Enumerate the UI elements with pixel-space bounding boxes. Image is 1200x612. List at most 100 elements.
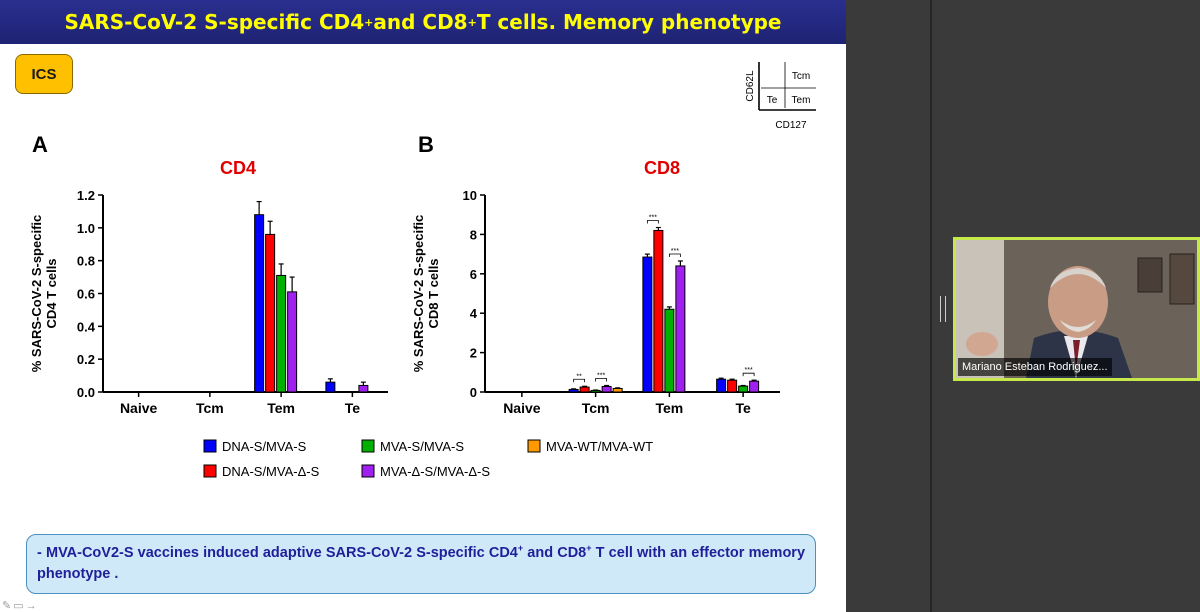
wall-picture: [1137, 257, 1163, 293]
gate-key-tcm: Tcm: [792, 71, 810, 82]
significance-label: **: [576, 373, 582, 380]
y-axis-label-line-2: CD4 T cells: [44, 258, 59, 328]
bar: [653, 229, 664, 393]
speaker-hair: [1050, 268, 1106, 288]
speaker-hand: [966, 332, 998, 356]
title-part-2: and CD8: [373, 10, 468, 34]
gate-key-tem: Tem: [792, 95, 811, 106]
significance-bracket: [573, 378, 586, 383]
title-sup-2: +: [467, 15, 477, 29]
x-tick-label: Te: [345, 400, 361, 416]
chart-legend: DNA-S/MVA-S MVA-S/MVA-S MVA-WT/MVA-WT DNA-S…: [203, 439, 653, 479]
legend-label: DNA-S/MVA-S: [222, 439, 307, 454]
significance-bracket: [668, 253, 681, 257]
y-tick-label: 1.0: [77, 221, 95, 236]
significance-bracket: [595, 378, 608, 382]
presentation-slide: SARS-CoV-2 S-specific CD4 + and CD8 + T ce…: [0, 0, 846, 612]
y-tick-label: 0.2: [77, 352, 95, 367]
y-tick-label: 0.4: [77, 319, 96, 334]
bar: [579, 386, 590, 393]
title-part-3: T cells. Memory phenotype: [476, 10, 782, 34]
x-tick-label: Tcm: [582, 400, 610, 416]
x-tick-label: Tcm: [196, 400, 224, 416]
bar: [254, 214, 265, 393]
x-tick-label: Naive: [503, 400, 541, 416]
bar: [276, 274, 287, 393]
slide-toolbar[interactable]: ✎▭→: [2, 600, 102, 612]
gate-key-te: Te: [767, 95, 778, 106]
y-tick-label: 0.8: [77, 254, 95, 269]
significance-label: ***: [649, 215, 657, 222]
legend-swatch: [361, 439, 375, 453]
gate-key-y-label: CD62L: [745, 70, 756, 102]
bar: [601, 385, 612, 393]
slide-title: SARS-CoV-2 S-specific CD4 + and CD8 + T ce…: [0, 0, 846, 44]
conclusion-part-1: - MVA-CoV2-S vaccines induced adaptive S…: [37, 545, 518, 561]
significance-label: ***: [597, 372, 605, 379]
significance-label: ***: [745, 367, 753, 374]
y-axis-label-line-1: % SARS-CoV-2 S-specific: [29, 215, 44, 373]
speaker-tie: [1073, 340, 1080, 370]
panel-divider: [930, 0, 932, 612]
significance-bracket: [742, 372, 755, 377]
ics-badge: ICS: [15, 54, 73, 94]
y-axis-label-line-1: % SARS-CoV-2 S-specific: [411, 215, 426, 373]
bar: [675, 265, 686, 393]
bar: [265, 233, 276, 393]
bar: [642, 256, 653, 393]
legend-swatch: [527, 439, 541, 453]
y-tick-label: 10: [463, 188, 477, 203]
bar: [716, 378, 727, 393]
x-tick-label: Tem: [267, 400, 295, 416]
y-tick-label: 0.6: [77, 287, 95, 302]
significance-label: ***: [671, 248, 679, 255]
x-tick-label: Naive: [120, 400, 158, 416]
x-tick-label: Te: [735, 400, 751, 416]
conclusion-sup-2: +: [586, 543, 592, 554]
title-sup-1: +: [364, 15, 374, 29]
next-arrow-icon[interactable]: →: [25, 600, 39, 612]
y-tick-label: 0: [470, 385, 477, 400]
y-tick-label: 1.2: [77, 188, 95, 203]
bar: [612, 387, 623, 393]
legend-label: MVA-WT/MVA-WT: [546, 439, 653, 454]
screen-icon[interactable]: ▭: [13, 600, 26, 612]
legend-swatch: [203, 464, 217, 478]
conclusion-box: - MVA-CoV2-S vaccines induced adaptive S…: [26, 534, 816, 594]
gate-key-diagram: CD62L CD127 Tcm Te Tem: [745, 62, 816, 131]
conclusion-part-2: and CD8: [523, 545, 587, 561]
bar: [287, 291, 298, 393]
conclusion-part-3: T cell with an effector memory phenotype…: [37, 545, 806, 582]
y-tick-label: 2: [470, 346, 477, 361]
legend-label: DNA-S/MVA-Δ-S: [222, 464, 320, 479]
bar: [749, 380, 760, 393]
bar: [568, 388, 579, 393]
bar: [325, 381, 336, 393]
speaker-beard: [1060, 320, 1096, 332]
conclusion-sup-1: +: [517, 543, 524, 554]
y-tick-label: 4: [470, 306, 478, 321]
pen-icon[interactable]: ✎: [2, 600, 14, 612]
bar: [590, 389, 601, 393]
legend-label: MVA-Δ-S/MVA-Δ-S: [380, 464, 490, 479]
wall-picture-2: [1169, 253, 1195, 305]
speaker-video-tile[interactable]: Mariano Esteban Rodriguez...: [953, 237, 1200, 381]
chart-title: CD8: [644, 158, 680, 178]
cd8-chart: CD8 % SARS-CoV-2 S-specific CD8 T cells 0 2 4…: [411, 158, 780, 416]
significance-bracket: [646, 220, 659, 224]
legend-swatch: [203, 439, 217, 453]
bar: [664, 308, 675, 393]
y-axis-label-line-2: CD8 T cells: [426, 258, 441, 328]
y-tick-label: 8: [470, 227, 477, 242]
bar: [727, 379, 738, 393]
bar: [358, 384, 369, 393]
y-tick-label: 6: [470, 267, 477, 282]
y-tick-label: 0.0: [77, 385, 95, 400]
panel-a-letter: A: [32, 132, 48, 157]
title-part-1: SARS-CoV-2 S-specific CD4: [64, 10, 365, 34]
resize-handle[interactable]: [940, 296, 946, 322]
speaker-face: [1048, 266, 1108, 338]
cd4-chart: CD4 % SARS-CoV-2 S-specific CD4 T cells 0.0…: [29, 158, 388, 416]
legend-label: MVA-S/MVA-S: [380, 439, 464, 454]
x-tick-label: Tem: [656, 400, 684, 416]
